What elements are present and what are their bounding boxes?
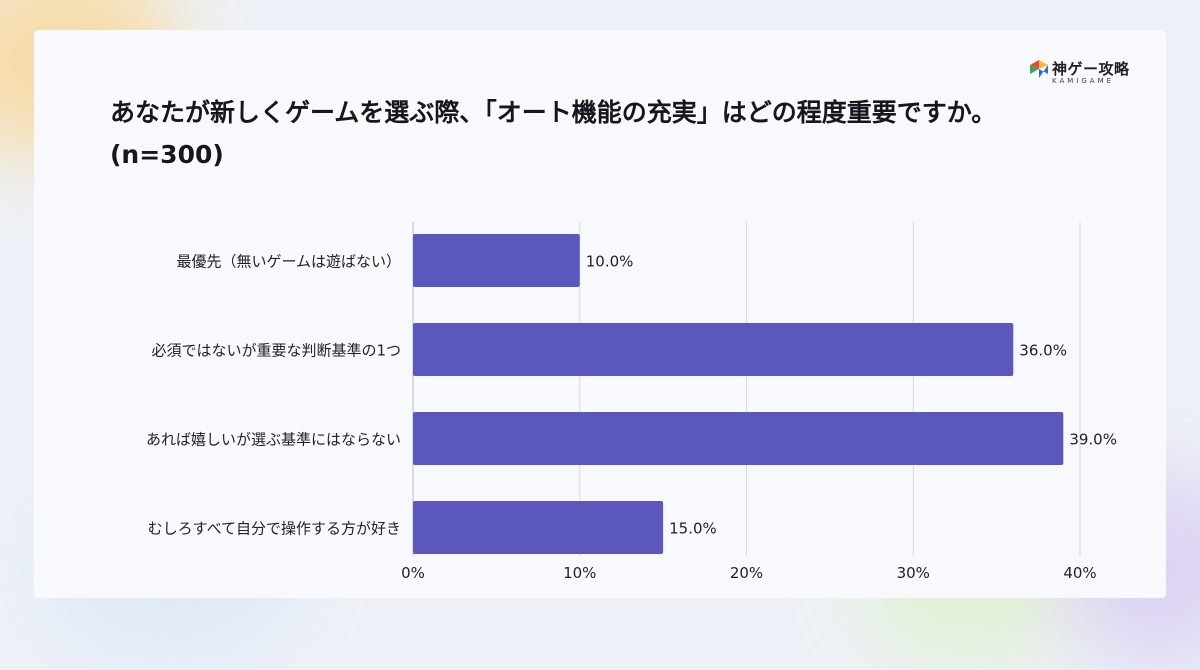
brand-logo: 神ゲー攻略 KAMIGAME — [1030, 58, 1140, 85]
bar — [413, 323, 1014, 376]
kamigame-logo-icon — [1030, 60, 1048, 78]
category-label: 必須ではないが重要な判断基準の1つ — [151, 342, 401, 360]
category-label: あれば嬉しいが選ぶ基準にはならない — [146, 431, 401, 449]
x-tick-label: 30% — [897, 564, 930, 582]
brand-name: 神ゲー攻略 — [1052, 60, 1130, 78]
bar — [413, 501, 664, 554]
data-label: 39.0% — [1069, 431, 1117, 449]
bar-chart: 0% 10% 20% 30% 40% 10.0% 最優先（無いゲームは遊ばない） 36.0% 必… — [146, 222, 1117, 582]
category-label: むしろすべて自分で操作する方が好き — [148, 520, 401, 538]
data-label: 36.0% — [1019, 342, 1067, 360]
x-tick-label: 10% — [563, 564, 596, 582]
x-tick-label: 40% — [1063, 564, 1096, 582]
brand-subtitle: KAMIGAME — [1052, 77, 1115, 85]
x-tick-label: 20% — [730, 564, 763, 582]
chart-title: あなたが新しくゲームを選ぶ際、「オート機能の充実」はどの程度重要ですか。(n=3… — [110, 98, 997, 169]
bar — [413, 234, 580, 287]
data-label: 10.0% — [586, 253, 634, 271]
x-tick-label: 0% — [401, 564, 425, 582]
bar — [413, 412, 1064, 465]
category-label: 最優先（無いゲームは遊ばない） — [176, 253, 401, 271]
data-label: 15.0% — [669, 520, 717, 538]
